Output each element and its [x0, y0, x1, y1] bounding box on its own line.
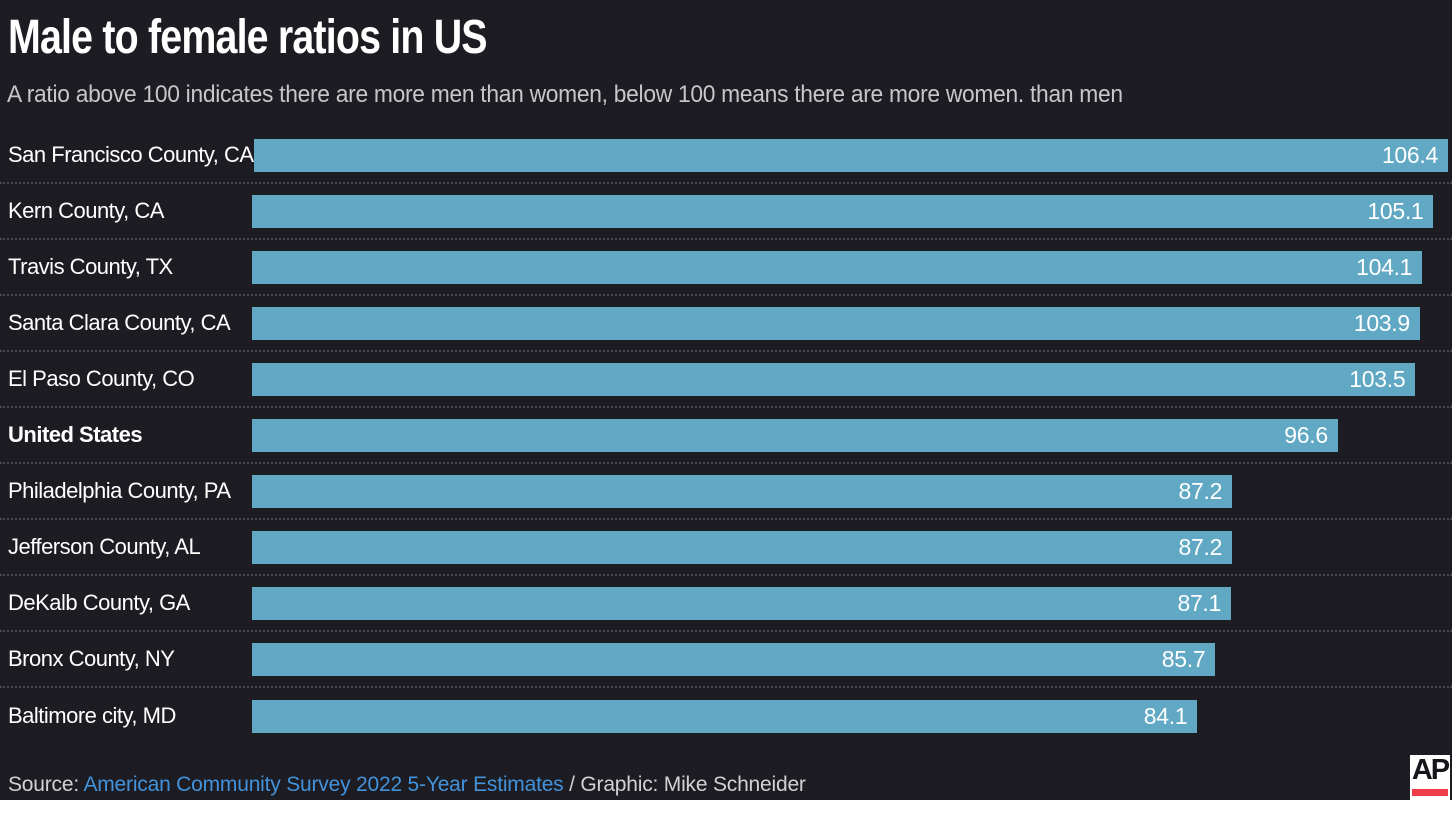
bar-track: 96.6 [252, 418, 1448, 452]
bar-track: 85.7 [252, 642, 1448, 676]
bar-value: 106.4 [1381, 141, 1438, 168]
bar-label: El Paso County, CO [8, 366, 195, 391]
bar: 103.9 [252, 306, 1420, 340]
bar: 87.1 [252, 586, 1232, 620]
bar-value: 84.1 [1143, 702, 1188, 729]
bar-track: 105.1 [252, 194, 1448, 228]
bar: 87.2 [252, 530, 1233, 564]
bar-rows: San Francisco County, CA 106.4 Kern Coun… [0, 128, 1452, 744]
bar-label: Kern County, CA [8, 198, 164, 223]
bar: 103.5 [252, 362, 1416, 396]
bar-value: 87.1 [1177, 589, 1222, 616]
bar-track: 103.9 [252, 306, 1448, 340]
bar-label: Baltimore city, MD [8, 703, 176, 728]
bar-row: Jefferson County, AL 87.2 [0, 520, 1452, 576]
bar-track: 87.2 [252, 530, 1448, 564]
bar-row: Travis County, TX 104.1 [0, 240, 1452, 296]
bar: 105.1 [252, 194, 1434, 228]
bar-value: 85.7 [1161, 645, 1206, 672]
bar-value: 87.2 [1178, 533, 1223, 560]
bar-row: Bronx County, NY 85.7 [0, 632, 1452, 688]
bar-row: Kern County, CA 105.1 [0, 184, 1452, 240]
bar-value: 87.2 [1178, 477, 1223, 504]
ap-logo: AP [1410, 755, 1450, 800]
bar-value: 103.9 [1353, 309, 1410, 336]
bar-row: United States 96.6 [0, 408, 1452, 464]
bar: 87.2 [252, 474, 1233, 508]
bar-label: Santa Clara County, CA [8, 310, 231, 335]
bar-track: 106.4 [253, 138, 1448, 172]
bar-value: 96.6 [1284, 421, 1328, 448]
bar: 84.1 [252, 699, 1198, 733]
bar-track: 84.1 [252, 699, 1448, 733]
bar-value: 103.5 [1349, 365, 1406, 392]
bar-label: San Francisco County, CA [8, 142, 254, 167]
chart-subtitle: A ratio above 100 indicates there are mo… [7, 81, 1123, 108]
chart-title: Male to female ratios in US [8, 11, 488, 64]
bar-row: Baltimore city, MD 84.1 [0, 688, 1452, 744]
bar: 85.7 [252, 642, 1216, 676]
bar-row: Santa Clara County, CA 103.9 [0, 296, 1452, 352]
bar-label: Bronx County, NY [8, 646, 175, 671]
bar-row: San Francisco County, CA 106.4 [0, 128, 1452, 184]
bar-label: Philadelphia County, PA [8, 478, 231, 503]
bar: 96.6 [252, 418, 1338, 452]
bar-row: El Paso County, CO 103.5 [0, 352, 1452, 408]
graphic-credit: / Graphic: Mike Schneider [563, 773, 806, 796]
bar-label: DeKalb County, GA [8, 590, 190, 615]
bottom-margin [0, 800, 1452, 816]
bar-label: Travis County, TX [8, 254, 173, 279]
source-line: Source: American Community Survey 2022 5… [8, 773, 806, 797]
bar-label: United States [8, 422, 143, 447]
bar-track: 104.1 [252, 250, 1448, 284]
bar-value: 104.1 [1356, 253, 1413, 280]
source-prefix: Source: [8, 773, 84, 796]
bar-row: DeKalb County, GA 87.1 [0, 576, 1452, 632]
ap-logo-text: AP [1411, 754, 1450, 786]
bar-label: Jefferson County, AL [8, 534, 201, 559]
bar-row: Philadelphia County, PA 87.2 [0, 464, 1452, 520]
bar-track: 87.1 [252, 586, 1448, 620]
bar-track: 103.5 [252, 362, 1448, 396]
bar: 106.4 [253, 138, 1448, 172]
bar: 104.1 [252, 250, 1423, 284]
ap-logo-red-bar [1412, 789, 1448, 796]
source-link[interactable]: American Community Survey 2022 5-Year Es… [83, 773, 564, 796]
bar-value: 105.1 [1367, 197, 1424, 224]
bar-track: 87.2 [252, 474, 1448, 508]
